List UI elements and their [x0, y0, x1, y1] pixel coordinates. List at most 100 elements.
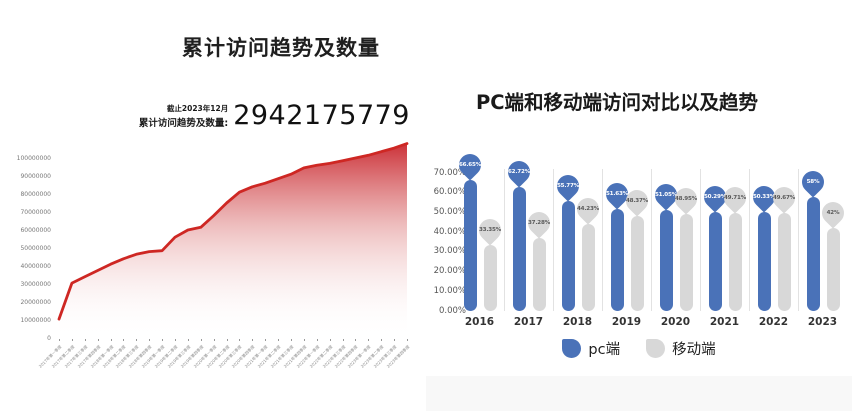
- mobile-balloon-2022: 49.67%: [768, 182, 800, 214]
- pc-bar-2018: [561, 201, 575, 311]
- left-x-tick: [381, 339, 383, 341]
- mobile-legend-marker-icon: [646, 339, 666, 358]
- mobile-bar-2021: [728, 213, 742, 311]
- legend-label-mobile: 移动端: [672, 342, 716, 358]
- mobile-bar-2016: [483, 245, 497, 311]
- left-x-tick: [136, 339, 138, 341]
- right-y-axis: 0.00% 10.00% 20.00% 30.00% 40.00% 50.00% 60.00…: [426, 0, 466, 330]
- balloon-value-label: 58%: [806, 178, 820, 185]
- year-label-2018: 2018: [562, 316, 593, 328]
- year-label-2016: 2016: [464, 316, 495, 328]
- group-divider: [700, 169, 701, 311]
- mobile-bar-2023: [826, 228, 840, 311]
- left-x-tick: [407, 339, 408, 341]
- mobile-balloon-2021: 49.71%: [719, 182, 751, 214]
- balloon-value-label: 49.71%: [723, 195, 747, 201]
- left-y-tick-label: 70000000: [20, 208, 51, 216]
- cumulative-stat-block: 截止2023年12月 累计访问趋势及数量: 2942175779: [139, 102, 410, 129]
- stat-labels: 截止2023年12月 累计访问趋势及数量:: [139, 103, 228, 129]
- left-y-tick-label: 0: [47, 334, 51, 342]
- right-y-tick-label: 10.00%: [433, 285, 466, 296]
- pc-bar-2021: [708, 211, 722, 311]
- left-y-tick-label: 10000000: [20, 316, 51, 324]
- pc-legend-marker-icon: [562, 339, 582, 358]
- mobile-bar-2017: [532, 237, 546, 311]
- year-label-2023: 2023: [807, 316, 838, 328]
- left-x-tick: [97, 339, 99, 341]
- mobile-balloon-2016: 33.35%: [474, 214, 506, 246]
- year-label-2022: 2022: [758, 316, 789, 328]
- left-x-tick: [59, 339, 60, 341]
- left-x-tick: [368, 339, 370, 341]
- mobile-bar-2018: [581, 223, 595, 311]
- left-x-tick: [175, 339, 176, 341]
- group-divider: [602, 169, 603, 311]
- left-x-tick: [123, 339, 125, 341]
- balloon-value-label: 51.05%: [654, 192, 678, 199]
- group-divider: [798, 169, 799, 311]
- mobile-bar-2022: [777, 213, 791, 311]
- balloon-value-label: 48.95%: [674, 196, 698, 203]
- area-chart: 0 10000000 20000000 30000000 40000000 5000000…: [0, 138, 426, 406]
- year-label-2017: 2017: [513, 316, 544, 328]
- left-x-tick: [355, 339, 357, 341]
- left-x-tick: [239, 339, 241, 341]
- left-x-tick: [71, 339, 73, 341]
- year-label-2019: 2019: [611, 316, 642, 328]
- left-x-tick: [394, 339, 396, 341]
- left-x-tick: [265, 339, 267, 341]
- balloon-value-label: 62.72%: [507, 169, 531, 176]
- group-divider: [651, 169, 652, 311]
- left-y-tick-label: 60000000: [20, 226, 51, 234]
- pc-balloon-2023: 58%: [797, 166, 829, 198]
- balloon-value-label: 48.37%: [625, 197, 649, 204]
- left-y-tick-label: 90000000: [20, 172, 51, 180]
- left-x-tick: [162, 339, 164, 341]
- left-y-tick-label: 80000000: [20, 190, 51, 198]
- left-chart-title: 累计访问趋势及数量: [182, 36, 380, 60]
- pc-bar-2022: [757, 211, 771, 311]
- right-y-tick-label: 50.00%: [433, 206, 466, 217]
- left-y-tick-label: 30000000: [20, 280, 51, 288]
- left-x-tick: [316, 339, 318, 341]
- year-label-2020: 2020: [660, 316, 691, 328]
- pc-bar-2016: [463, 179, 477, 311]
- left-x-tick: [149, 339, 151, 341]
- pc-balloon-2016: 66.65%: [454, 149, 486, 181]
- stat-title-label: 累计访问趋势及数量:: [138, 117, 229, 129]
- mobile-balloon-2018: 44.23%: [572, 193, 604, 225]
- mobile-bar-2020: [679, 214, 693, 311]
- left-y-tick-label: 50000000: [20, 244, 51, 252]
- area-line: [57, 142, 409, 321]
- pc-bar-2020: [659, 210, 673, 311]
- cumulative-visits-panel: 累计访问趋势及数量 截止2023年12月 累计访问趋势及数量: 29421757…: [0, 36, 426, 406]
- left-y-tick-label: 100000000: [16, 154, 51, 162]
- pc-bar-2019: [610, 209, 624, 311]
- left-y-tick-label: 40000000: [20, 262, 51, 270]
- left-x-tick: [303, 339, 305, 341]
- left-x-tick: [84, 339, 86, 341]
- right-y-tick-label: 40.00%: [433, 226, 466, 237]
- balloon-value-label: 50.33%: [752, 193, 776, 200]
- pc-balloon-2019: 51.63%: [601, 178, 633, 210]
- balloon-value-label: 49.67%: [772, 195, 796, 202]
- mobile-balloon-2020: 48.95%: [670, 183, 702, 216]
- left-x-tick: [278, 339, 280, 341]
- balloon-value-label: 44.23%: [576, 205, 600, 212]
- legend: pc端 移动端: [426, 338, 852, 359]
- right-chart-title: PC端和移动端访问对比以及趋势: [475, 91, 759, 114]
- left-x-tick: [226, 339, 228, 341]
- pc-balloon-2021: 50.29%: [699, 181, 731, 213]
- left-x-tick: [342, 339, 344, 341]
- right-y-tick-label: 70.00%: [433, 167, 466, 178]
- pc-balloon-2018: 55.77%: [552, 170, 584, 202]
- left-x-tick: [252, 339, 254, 341]
- right-y-tick-label: 60.00%: [433, 187, 466, 198]
- left-x-tick: [329, 339, 331, 341]
- mobile-balloon-2019: 48.37%: [621, 185, 653, 217]
- mobile-bar-2019: [630, 215, 644, 311]
- right-y-tick-label: 0.00%: [438, 305, 466, 316]
- pc-bar-2023: [806, 196, 820, 311]
- bottom-strip: [426, 376, 852, 411]
